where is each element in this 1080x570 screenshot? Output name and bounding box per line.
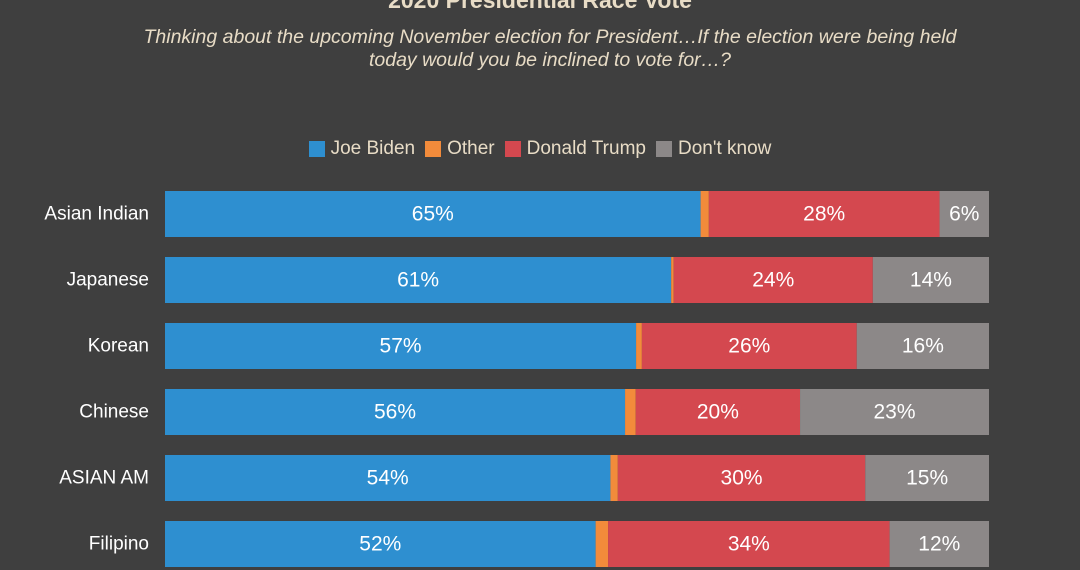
- legend-item-trump: Donald Trump: [504, 138, 646, 160]
- bar-segment-dont-know-asian-am: [865, 455, 989, 501]
- category-label-japanese: Japanese: [67, 270, 149, 291]
- bar-segment-biden-filipino: [165, 521, 596, 567]
- bar-segment-dont-know-asian-indian: [939, 191, 989, 237]
- bar-segment-trump-asian-am: [617, 455, 866, 501]
- legend-label-dont-know: Don't know: [677, 138, 772, 159]
- bar-segment-trump-asian-indian: [708, 191, 940, 237]
- legend-swatch-other: [425, 141, 442, 157]
- category-label-filipino: Filipino: [89, 534, 149, 555]
- data-label-trump-chinese: 20%: [697, 401, 739, 424]
- bar-segment-other-japanese: [671, 257, 674, 303]
- bar-segment-trump-japanese: [673, 257, 873, 303]
- data-label-biden-chinese: 56%: [374, 401, 416, 424]
- data-label-dont-know-filipino: 12%: [918, 533, 960, 556]
- bar-segment-other-korean: [636, 323, 642, 369]
- data-label-biden-asian-indian: 65%: [412, 203, 454, 226]
- legend-label-biden: Joe Biden: [330, 138, 416, 159]
- category-label-asian-indian: Asian Indian: [44, 204, 149, 225]
- chart-title: 2020 Presidential Race Vote: [388, 0, 692, 13]
- bar-segment-other-asian-indian: [700, 191, 709, 237]
- data-label-trump-filipino: 34%: [728, 533, 770, 556]
- data-label-dont-know-japanese: 14%: [910, 269, 952, 292]
- bar-segment-biden-chinese: [165, 389, 626, 435]
- legend-label-other: Other: [447, 138, 495, 159]
- legend-item-dont-know: Don't know: [655, 138, 772, 160]
- bar-segment-trump-filipino: [608, 521, 890, 567]
- bar-segment-other-filipino: [595, 521, 609, 567]
- data-label-biden-korean: 57%: [380, 335, 422, 358]
- chart-subtitle: Thinking about the upcoming November ele…: [143, 26, 957, 71]
- bar-segment-dont-know-chinese: [800, 389, 989, 435]
- data-label-trump-asian-indian: 28%: [803, 203, 845, 226]
- bar-segment-biden-korean: [165, 323, 637, 369]
- legend-item-biden: Joe Biden: [308, 138, 416, 160]
- bar-segment-trump-korean: [641, 323, 857, 369]
- data-label-dont-know-asian-indian: 6%: [949, 203, 979, 226]
- legend-swatch-biden: [308, 141, 325, 157]
- data-label-trump-japanese: 24%: [752, 269, 794, 292]
- data-label-biden-filipino: 52%: [359, 533, 401, 556]
- chart-legend: Joe Biden Other Donald Trump Don't know: [0, 138, 1080, 160]
- data-label-dont-know-chinese: 23%: [874, 401, 916, 424]
- data-label-trump-asian-am: 30%: [721, 467, 763, 490]
- data-label-dont-know-asian-am: 15%: [906, 467, 948, 490]
- bar-segment-other-asian-am: [610, 455, 618, 501]
- legend-item-other: Other: [425, 138, 495, 160]
- bar-segment-dont-know-japanese: [872, 257, 989, 303]
- category-label-asian-am: ASIAN AM: [59, 468, 149, 489]
- category-label-chinese: Chinese: [79, 402, 149, 423]
- data-label-biden-japanese: 61%: [397, 269, 439, 292]
- bar-segment-biden-asian-am: [165, 455, 611, 501]
- data-label-dont-know-korean: 16%: [902, 335, 944, 358]
- bar-segment-dont-know-korean: [856, 323, 989, 369]
- bar-segment-biden-asian-indian: [165, 191, 701, 237]
- bar-segment-biden-japanese: [165, 257, 672, 303]
- data-label-biden-asian-am: 54%: [367, 467, 409, 490]
- bar-segment-other-chinese: [625, 389, 636, 435]
- legend-swatch-trump: [504, 141, 521, 157]
- legend-swatch-dont-know: [655, 141, 672, 157]
- data-label-trump-korean: 26%: [728, 335, 770, 358]
- legend-label-trump: Donald Trump: [526, 138, 646, 159]
- category-label-korean: Korean: [88, 336, 149, 357]
- bar-segment-dont-know-filipino: [889, 521, 989, 567]
- bar-segment-trump-chinese: [635, 389, 801, 435]
